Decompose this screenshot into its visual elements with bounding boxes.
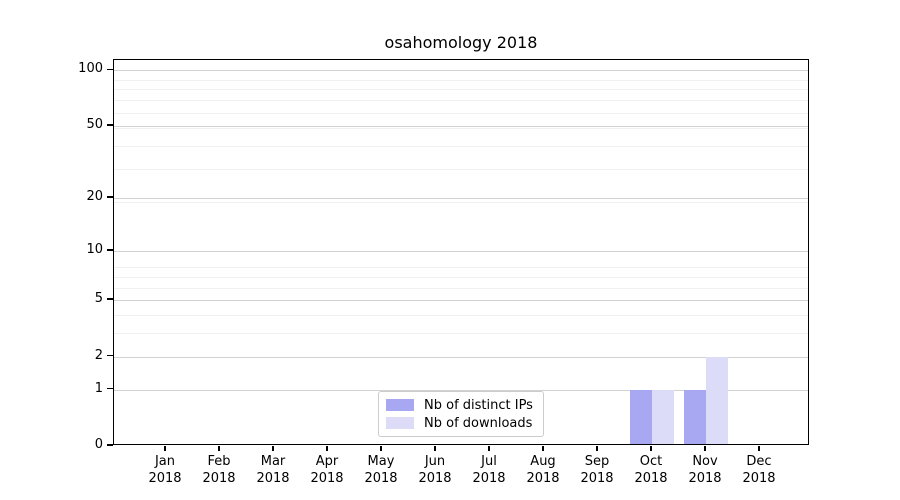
x-tick-month: Jul — [481, 454, 497, 469]
y-gridline-minor — [114, 145, 808, 147]
y-gridline-major — [114, 198, 808, 200]
x-tick-mark — [326, 445, 328, 451]
x-tick-label: Nov 2018 — [673, 453, 737, 487]
y-gridline-minor — [114, 202, 808, 204]
bar-distinct-ips — [630, 389, 652, 444]
y-gridline-minor — [114, 112, 808, 114]
y-tick-mark — [106, 387, 113, 390]
legend-row: Nb of downloads — [386, 415, 535, 431]
x-tick-mark — [704, 445, 706, 451]
x-tick-month: May — [367, 454, 395, 469]
y-gridline-minor — [114, 127, 808, 129]
legend-label: Nb of downloads — [424, 415, 533, 431]
y-tick-label: 0 — [94, 437, 103, 452]
y-gridline-major — [114, 126, 808, 128]
y-gridline-minor — [114, 169, 808, 171]
x-tick-mark — [380, 445, 382, 451]
x-tick-label: Mar 2018 — [241, 453, 305, 487]
y-tick-mark — [106, 354, 113, 357]
x-tick-year: 2018 — [688, 471, 722, 486]
x-tick-month: Jun — [424, 454, 446, 469]
x-tick-mark — [218, 445, 220, 451]
legend: Nb of distinct IPs Nb of downloads — [378, 391, 544, 437]
x-tick-month: Mar — [260, 454, 286, 469]
x-tick-year: 2018 — [148, 471, 182, 486]
y-gridline-minor — [114, 315, 808, 317]
y-tick-label: 2 — [94, 347, 103, 363]
y-gridline-minor — [114, 100, 808, 102]
x-tick-month: Feb — [207, 454, 231, 469]
x-tick-month: Dec — [746, 454, 772, 469]
y-gridline-minor — [114, 287, 808, 289]
x-tick-mark — [542, 445, 544, 451]
y-gridline-minor — [114, 333, 808, 335]
x-tick-label: May 2018 — [349, 453, 413, 487]
x-tick-year: 2018 — [580, 471, 614, 486]
x-tick-year: 2018 — [202, 471, 236, 486]
legend-swatch — [386, 417, 414, 429]
y-tick-label: 1 — [94, 380, 103, 396]
bar-distinct-ips — [684, 389, 706, 444]
y-tick-mark — [106, 298, 113, 300]
y-gridline-major — [114, 250, 808, 252]
y-gridline-major — [114, 389, 808, 391]
x-tick-year: 2018 — [742, 471, 776, 486]
x-tick-label: Jun 2018 — [403, 453, 467, 487]
bar-downloads — [652, 389, 674, 444]
y-tick-mark — [106, 68, 113, 71]
x-tick-label: Feb 2018 — [187, 453, 251, 487]
legend-row: Nb of distinct IPs — [386, 397, 535, 413]
x-tick-year: 2018 — [472, 471, 506, 486]
x-tick-month: Aug — [530, 454, 556, 469]
x-tick-mark — [758, 445, 760, 451]
y-tick-label: 20 — [86, 189, 103, 205]
chart-title: osahomology 2018 — [384, 33, 538, 52]
y-gridline-major — [114, 70, 808, 72]
y-gridline-minor — [114, 79, 808, 81]
x-tick-mark — [650, 445, 652, 451]
y-tick-mark — [106, 444, 113, 446]
x-tick-year: 2018 — [526, 471, 560, 486]
x-tick-mark — [164, 445, 166, 451]
x-tick-label: Sep 2018 — [565, 453, 629, 487]
x-tick-year: 2018 — [634, 471, 668, 486]
y-tick-label: 50 — [86, 117, 103, 133]
y-tick-mark — [106, 124, 113, 126]
y-gridline-minor — [114, 276, 808, 278]
x-tick-year: 2018 — [256, 471, 290, 486]
x-tick-label: Oct 2018 — [619, 453, 683, 487]
x-tick-month: Apr — [315, 454, 339, 469]
x-tick-label: Aug 2018 — [511, 453, 575, 487]
x-tick-year: 2018 — [418, 471, 452, 486]
y-tick-label: 100 — [78, 61, 103, 77]
y-tick-label: 10 — [86, 241, 103, 257]
x-tick-mark — [434, 445, 436, 451]
x-tick-mark — [596, 445, 598, 451]
y-tick-label: 5 — [94, 291, 103, 307]
x-tick-label: Jan 2018 — [133, 453, 197, 487]
x-tick-month: Jan — [154, 454, 176, 469]
x-tick-label: Dec 2018 — [727, 453, 791, 487]
y-gridline-major — [114, 300, 808, 302]
legend-label: Nb of distinct IPs — [424, 397, 533, 413]
x-tick-label: Apr 2018 — [295, 453, 359, 487]
x-tick-label: Jul 2018 — [457, 453, 521, 487]
bar-downloads — [706, 356, 728, 444]
y-gridline-major — [114, 356, 808, 358]
plot-area — [113, 59, 809, 445]
x-tick-month: Nov — [692, 454, 718, 469]
y-tick-mark — [106, 196, 113, 198]
x-tick-month: Sep — [584, 454, 610, 469]
y-tick-mark — [106, 249, 113, 251]
y-gridline-minor — [114, 267, 808, 269]
legend-swatch — [386, 399, 414, 411]
x-tick-mark — [488, 445, 490, 451]
x-tick-year: 2018 — [310, 471, 344, 486]
x-tick-mark — [272, 445, 274, 451]
x-tick-year: 2018 — [364, 471, 398, 486]
y-gridline-minor — [114, 89, 808, 91]
x-tick-month: Oct — [639, 454, 663, 469]
